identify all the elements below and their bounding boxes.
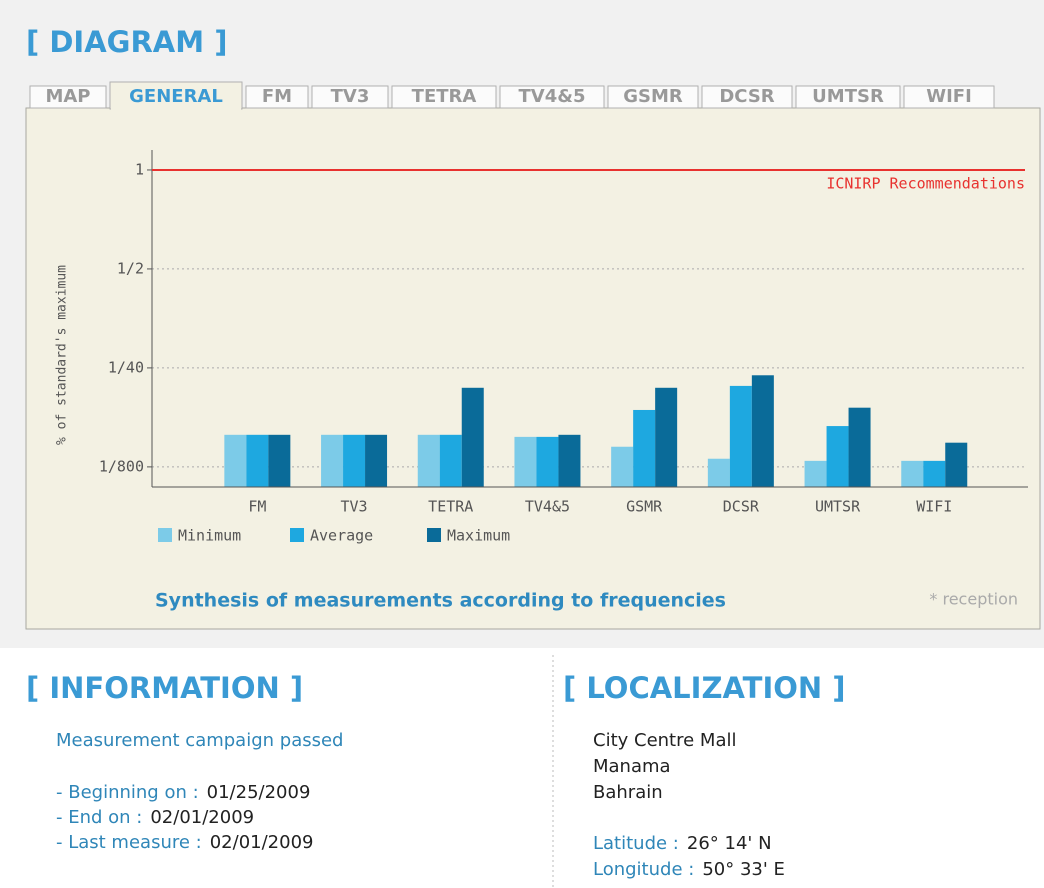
legend-swatch bbox=[158, 528, 172, 542]
note: * reception bbox=[929, 590, 1018, 609]
tab-label[interactable]: TETRA bbox=[412, 86, 477, 107]
information-heading: Measurement campaign passed bbox=[56, 730, 343, 751]
coord-value: 26° 14' N bbox=[687, 833, 772, 854]
bar bbox=[343, 434, 366, 487]
tab-label[interactable]: TV3 bbox=[331, 86, 370, 107]
bar bbox=[751, 375, 774, 487]
bar bbox=[633, 409, 656, 487]
coord-line: Latitude : 26° 14' N bbox=[593, 833, 772, 854]
tab[interactable] bbox=[607, 85, 699, 109]
bar bbox=[558, 434, 581, 487]
address-line: Manama bbox=[593, 756, 671, 777]
tab-label[interactable]: WIFI bbox=[926, 86, 972, 107]
info-line: - Last measure : 02/01/2009 bbox=[56, 832, 313, 853]
coord-label: Longitude : bbox=[593, 859, 694, 880]
bar bbox=[611, 446, 634, 487]
coord-value: 50° 33' E bbox=[702, 859, 785, 880]
bar bbox=[268, 434, 291, 487]
tab[interactable] bbox=[903, 85, 995, 109]
x-tick-label: GSMR bbox=[626, 498, 663, 516]
address-line: Bahrain bbox=[593, 782, 663, 803]
bar bbox=[536, 436, 559, 487]
information-title: [ INFORMATION ] bbox=[26, 671, 303, 705]
address-line: City Centre Mall bbox=[593, 730, 736, 751]
bar bbox=[655, 387, 678, 487]
x-tick-label: FM bbox=[248, 498, 266, 516]
legend-label: Average bbox=[310, 527, 373, 545]
bar bbox=[321, 434, 344, 487]
y-tick-label: 1/800 bbox=[99, 457, 144, 475]
info-line: - Beginning on : 01/25/2009 bbox=[56, 782, 310, 803]
info-value: 01/25/2009 bbox=[207, 782, 311, 803]
bar bbox=[945, 442, 968, 487]
tab-label[interactable]: MAP bbox=[45, 86, 90, 107]
tab[interactable] bbox=[311, 85, 389, 109]
tab[interactable] bbox=[499, 85, 605, 109]
tab[interactable] bbox=[391, 85, 497, 109]
coord-label: Latitude : bbox=[593, 833, 679, 854]
bar bbox=[923, 460, 946, 487]
tab-join bbox=[111, 106, 241, 110]
y-axis-title: % of standard's maximum bbox=[55, 265, 70, 445]
legend-label: Minimum bbox=[178, 527, 241, 545]
bar bbox=[461, 387, 484, 487]
tab-label[interactable]: GSMR bbox=[623, 86, 683, 107]
tab-bar: MAP GENERAL FM TV3 TETRA TV4&5 GSMR DCSR UMTSR WI… bbox=[29, 81, 995, 110]
tab-label[interactable]: TV4&5 bbox=[519, 86, 586, 107]
y-tick-label: 1 bbox=[135, 160, 144, 178]
bar bbox=[439, 434, 462, 487]
tab-panel bbox=[25, 107, 1041, 630]
info-line: - End on : 02/01/2009 bbox=[56, 807, 254, 828]
tab[interactable] bbox=[795, 85, 901, 109]
x-tick-label: UMTSR bbox=[815, 498, 861, 516]
x-tick-label: WIFI bbox=[916, 498, 952, 516]
bar bbox=[365, 434, 388, 487]
tab-label[interactable]: GENERAL bbox=[129, 86, 223, 107]
bar bbox=[729, 385, 752, 487]
info-label: - End on : bbox=[56, 807, 142, 828]
info-label: - Last measure : bbox=[56, 832, 202, 853]
caption: Synthesis of measurements according to f… bbox=[155, 590, 726, 612]
information-items: - Beginning on : 01/25/2009 - End on : 02/0… bbox=[56, 782, 313, 853]
bar bbox=[514, 436, 537, 487]
bar bbox=[246, 434, 269, 487]
coord-line: Longitude : 50° 33' E bbox=[593, 859, 785, 880]
bar bbox=[848, 407, 871, 487]
chart: % of standard's maximum 1 1/2 1/40 1/800 FM TV… bbox=[55, 150, 1028, 612]
bar bbox=[826, 426, 849, 487]
bar bbox=[417, 434, 440, 487]
x-tick-label: TV4&5 bbox=[525, 498, 570, 516]
info-label: - Beginning on : bbox=[56, 782, 199, 803]
localization-items: City Centre Mall Manama Bahrain Latitude : 2… bbox=[593, 730, 785, 880]
x-tick-label: DCSR bbox=[723, 498, 760, 516]
localization-title: [ LOCALIZATION ] bbox=[563, 671, 846, 705]
x-tick-label: TETRA bbox=[428, 498, 473, 516]
legend-swatch bbox=[427, 528, 441, 542]
legend-swatch bbox=[290, 528, 304, 542]
y-tick-label: 1/40 bbox=[108, 358, 144, 376]
bar bbox=[224, 434, 247, 487]
bar bbox=[707, 458, 730, 487]
legend-label: Maximum bbox=[447, 527, 510, 545]
info-value: 02/01/2009 bbox=[210, 832, 314, 853]
tab-label[interactable]: DCSR bbox=[719, 86, 774, 107]
y-tick-label: 1/2 bbox=[117, 259, 144, 277]
tab[interactable] bbox=[109, 81, 243, 110]
x-tick-label: TV3 bbox=[341, 498, 368, 516]
reference-label: ICNIRP Recommendations bbox=[826, 174, 1025, 192]
tab-label[interactable]: UMTSR bbox=[812, 86, 884, 107]
tab[interactable] bbox=[701, 85, 793, 109]
diagram-title: [ DIAGRAM ] bbox=[26, 25, 227, 59]
bar bbox=[804, 460, 827, 487]
tab[interactable] bbox=[29, 85, 107, 109]
info-value: 02/01/2009 bbox=[150, 807, 254, 828]
bar bbox=[901, 460, 924, 487]
tab-label[interactable]: FM bbox=[262, 86, 292, 107]
tab[interactable] bbox=[245, 85, 309, 109]
